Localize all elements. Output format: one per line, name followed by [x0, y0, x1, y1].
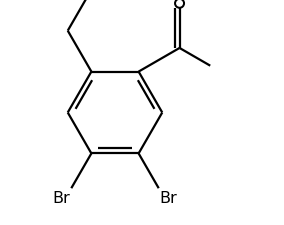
Text: Br: Br	[160, 191, 178, 206]
Text: Br: Br	[53, 191, 70, 206]
